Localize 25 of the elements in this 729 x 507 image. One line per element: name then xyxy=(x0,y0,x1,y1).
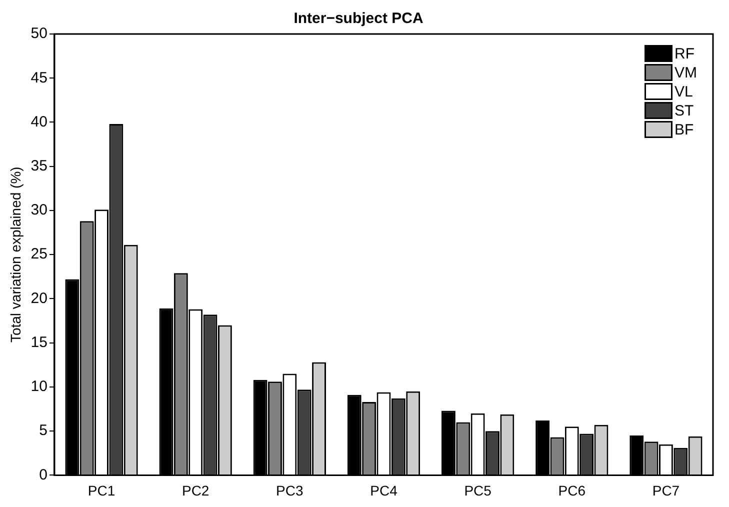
x-tick-label: PC3 xyxy=(276,482,304,498)
legend-label: RF xyxy=(674,46,694,63)
x-tick-label: PC4 xyxy=(370,482,398,498)
y-tick-label: 5 xyxy=(39,422,48,440)
legend-label: ST xyxy=(674,102,694,120)
x-tick-label: PC2 xyxy=(182,482,210,498)
y-tick-label: 35 xyxy=(30,158,48,174)
legend-label: VL xyxy=(674,84,693,101)
y-tick-label: 45 xyxy=(30,69,48,86)
legend-label: VM xyxy=(674,64,697,82)
y-tick-label: 40 xyxy=(30,113,48,130)
legend-label: BF xyxy=(674,122,694,139)
x-tick-label: PC1 xyxy=(88,482,116,498)
y-tick-label: 25 xyxy=(30,246,48,263)
y-tick-label: 50 xyxy=(30,25,48,42)
chart-title: Inter−subject PCA xyxy=(294,10,424,28)
y-tick-label: 0 xyxy=(39,466,48,484)
y-axis-title: Total variation explained (%) xyxy=(7,166,24,343)
y-tick-label: 30 xyxy=(30,202,48,219)
x-tick-label: PC6 xyxy=(558,482,586,498)
x-tick-label: PC7 xyxy=(652,482,680,498)
x-tick-label: PC5 xyxy=(464,482,492,498)
y-tick-label: 15 xyxy=(30,334,48,351)
y-tick-label: 10 xyxy=(30,378,48,396)
y-tick-label: 20 xyxy=(30,290,48,307)
